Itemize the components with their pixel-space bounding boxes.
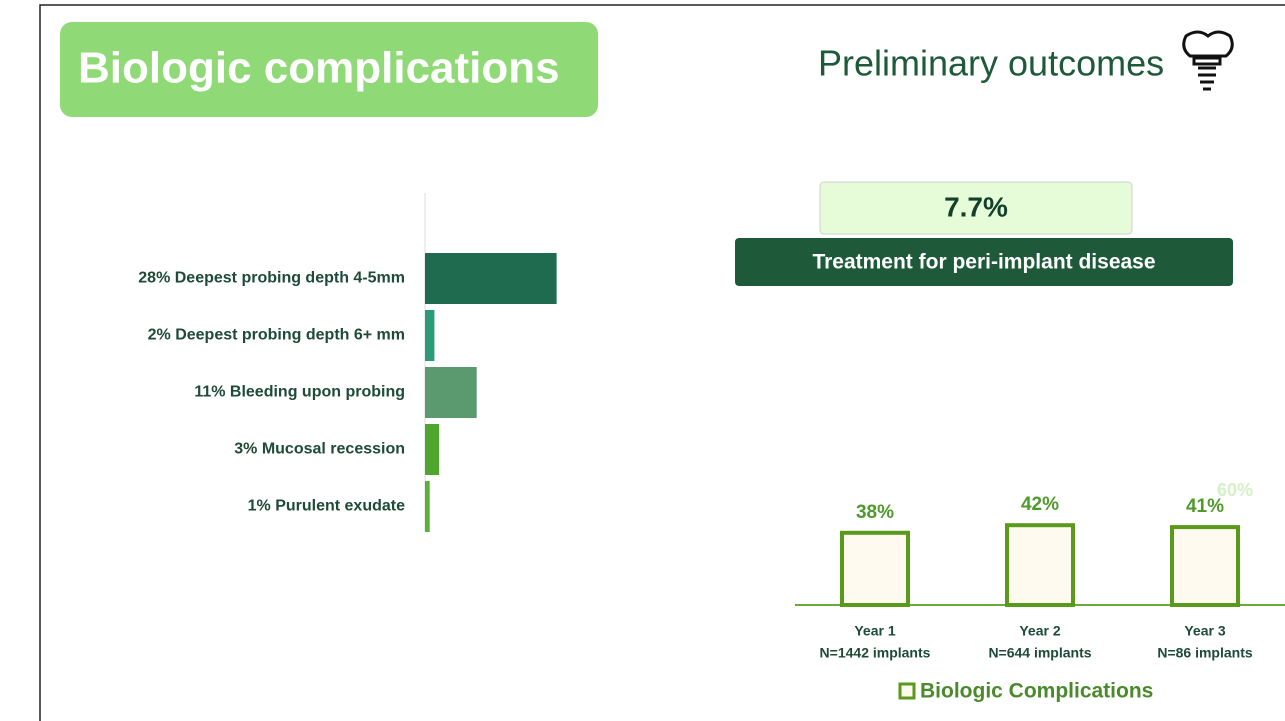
bar-label: 2% Deepest probing depth 6+ mm [148, 327, 405, 344]
callout-label-box [735, 238, 1233, 286]
category-label: Mucosal recession [262, 441, 405, 458]
x-tick-sublabel: N=86 implants [1157, 645, 1253, 661]
bar-label: 1% Purulent exudate [248, 498, 405, 515]
y-tick-label: 60% [1217, 480, 1253, 500]
bar [425, 253, 557, 304]
value-label: 38% [856, 502, 894, 523]
bar [425, 367, 477, 418]
bar [425, 481, 430, 532]
subtitle: Preliminary outcomes [818, 43, 1164, 84]
category-label: Bleeding upon probing [230, 384, 405, 401]
bar [840, 530, 910, 607]
title-box [60, 22, 598, 117]
value-label: 1% [248, 498, 271, 515]
value-label: 11% [194, 384, 225, 401]
tooth-icon [1182, 30, 1234, 91]
value-label: 2% [148, 327, 171, 344]
category-label: Deepest probing depth 6+ mm [175, 327, 405, 344]
x-tick-label: Year 2 [1019, 623, 1060, 639]
bar [1005, 523, 1075, 608]
category-label: Deepest probing depth 4-5mm [175, 270, 405, 287]
slide-frame [39, 4, 1285, 721]
x-tick-sublabel: N=644 implants [988, 645, 1091, 661]
bar-label: 3% Mucosal recession [234, 441, 405, 458]
title: Biologic complications [78, 44, 560, 93]
legend-label: Biologic Complications [920, 680, 1153, 703]
legend-swatch [898, 682, 916, 700]
bar [1170, 525, 1240, 607]
bar [425, 310, 435, 361]
bar-label: 28% Deepest probing depth 4-5mm [138, 270, 405, 287]
value-label: 42% [1021, 494, 1059, 515]
value-label: 41% [1186, 496, 1224, 517]
callout-label: Treatment for peri-implant disease [812, 251, 1155, 274]
callout-value: 7.7% [944, 191, 1008, 222]
category-label: Purulent exudate [275, 498, 405, 515]
bar [425, 424, 440, 475]
value-label: 28% [138, 270, 170, 287]
value-label: 3% [234, 441, 257, 458]
x-tick-label: Year 1 [854, 623, 895, 639]
x-tick-sublabel: N=1442 implants [820, 645, 931, 661]
callout-box [819, 181, 1133, 235]
x-tick-label: Year 3 [1184, 623, 1225, 639]
bar-label: 11% Bleeding upon probing [194, 384, 405, 401]
